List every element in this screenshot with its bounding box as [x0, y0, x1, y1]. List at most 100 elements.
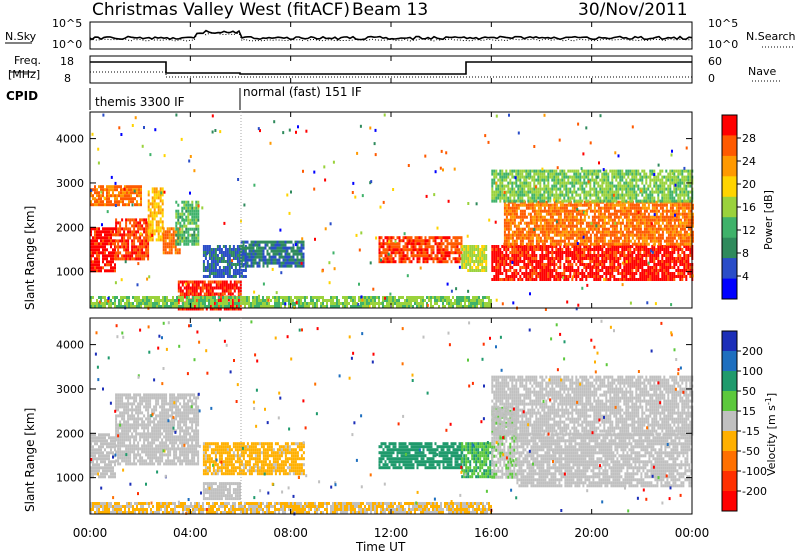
range-gate-cell: [181, 292, 184, 296]
range-gate-cell: [122, 200, 124, 204]
range-gate-cell: [189, 233, 192, 237]
range-gate-cell: [278, 296, 280, 299]
range-gate-cell: [575, 233, 578, 237]
range-gate-cell: [135, 251, 138, 255]
range-gate-cell: [573, 218, 576, 222]
range-gate-cell: [601, 248, 604, 251]
range-gate-cell: [507, 278, 510, 281]
range-gate-cell: [665, 248, 668, 251]
range-gate-cell: [507, 242, 510, 246]
range-gate-cell: [517, 272, 520, 275]
range-gate-cell: [619, 266, 622, 269]
range-gate-cell: [553, 224, 556, 228]
range-gate-cell: [288, 299, 290, 302]
range-gate-cell: [450, 239, 453, 243]
range-gate-cell: [565, 209, 568, 213]
range-gate-cell: [691, 212, 694, 216]
range-gate-cell: [157, 211, 160, 215]
range-gate-cell: [543, 257, 546, 260]
range-gate-cell: [631, 221, 634, 225]
range-gate-cell: [106, 185, 108, 189]
range-gate-cell: [501, 260, 504, 263]
range-gate-cell: [149, 202, 152, 206]
range-gate-cell: [258, 299, 260, 302]
range-gate-cell: [358, 305, 360, 308]
range-gate-cell: [671, 257, 674, 260]
range-gate-cell: [134, 296, 136, 299]
range-gate-cell: [185, 230, 188, 234]
range-gate-cell: [635, 263, 638, 266]
range-gate-cell: [681, 248, 684, 251]
range-gate-cell: [176, 251, 179, 255]
range-gate-cell: [380, 242, 383, 246]
range-gate-cell: [202, 245, 205, 248]
range-gate-cell: [140, 188, 142, 192]
range-gate-cell: [198, 299, 200, 302]
range-gate-cell: [117, 245, 120, 249]
range-gate-cell: [535, 203, 538, 207]
range-gate-cell: [631, 236, 634, 240]
range-gate-cell: [525, 248, 528, 251]
range-gate-cell: [106, 254, 108, 258]
range-gate-cell: [177, 307, 180, 311]
range-gate-cell: [621, 254, 624, 257]
range-gate-cell: [515, 242, 518, 246]
range-gate-cell: [214, 272, 217, 275]
range-gate-cell: [193, 283, 196, 287]
range-gate-cell: [372, 305, 374, 308]
range-gate-cell: [639, 266, 642, 269]
range-gate-cell: [605, 230, 608, 234]
range-gate-cell: [330, 302, 332, 305]
range-gate-cell: [250, 249, 253, 253]
range-gate-cell: [282, 261, 285, 265]
range-gate-cell: [623, 260, 626, 263]
range-gate-cell: [609, 251, 612, 254]
range-gate-cell: [515, 209, 518, 213]
range-gate-cell: [488, 299, 490, 302]
range-gate-cell: [384, 254, 387, 258]
range-gate-cell: [571, 266, 574, 269]
range-gate-cell: [553, 239, 556, 243]
range-gate-cell: [625, 254, 628, 257]
range-gate-cell: [338, 299, 340, 302]
range-gate-cell: [208, 263, 211, 266]
range-gate-cell: [126, 203, 128, 207]
range-gate-cell: [239, 289, 242, 293]
range-gate-cell: [507, 196, 510, 200]
range-gate-cell: [597, 209, 600, 213]
range-gate-cell: [559, 248, 562, 251]
range-gate-cell: [635, 269, 638, 272]
range-gate-cell: [525, 172, 528, 176]
range-gate-cell: [110, 185, 112, 189]
range-gate-cell: [137, 224, 140, 228]
range-gate-cell: [197, 233, 200, 237]
range-gate-cell: [398, 236, 401, 240]
range-gate-cell: [272, 258, 275, 262]
range-gate-cell: [519, 236, 522, 240]
range-gate-cell: [240, 252, 243, 256]
range-gate-cell: [503, 236, 506, 240]
range-gate-cell: [593, 239, 596, 243]
range-gate-cell: [505, 215, 508, 219]
range-gate-cell: [605, 233, 608, 237]
range-gate-cell: [342, 302, 344, 305]
range-gate-cell: [585, 203, 588, 207]
range-gate-cell: [145, 239, 148, 243]
range-gate-cell: [157, 220, 160, 224]
range-gate-cell: [683, 206, 686, 210]
range-gate-cell: [422, 248, 425, 252]
range-gate-cell: [214, 305, 216, 308]
range-gate-cell: [114, 200, 116, 204]
range-gate-cell: [687, 218, 690, 222]
range-gate-cell: [609, 218, 612, 222]
range-gate-cell: [585, 230, 588, 234]
range-gate-cell: [151, 214, 154, 218]
range-gate-cell: [517, 203, 520, 207]
range-gate-cell: [687, 254, 690, 257]
range-gate-cell: [577, 242, 580, 246]
range-gate-cell: [106, 260, 108, 264]
range-gate-cell: [476, 302, 478, 305]
range-gate-cell: [567, 266, 570, 269]
range-gate-cell: [513, 233, 516, 237]
range-gate-cell: [537, 239, 540, 243]
